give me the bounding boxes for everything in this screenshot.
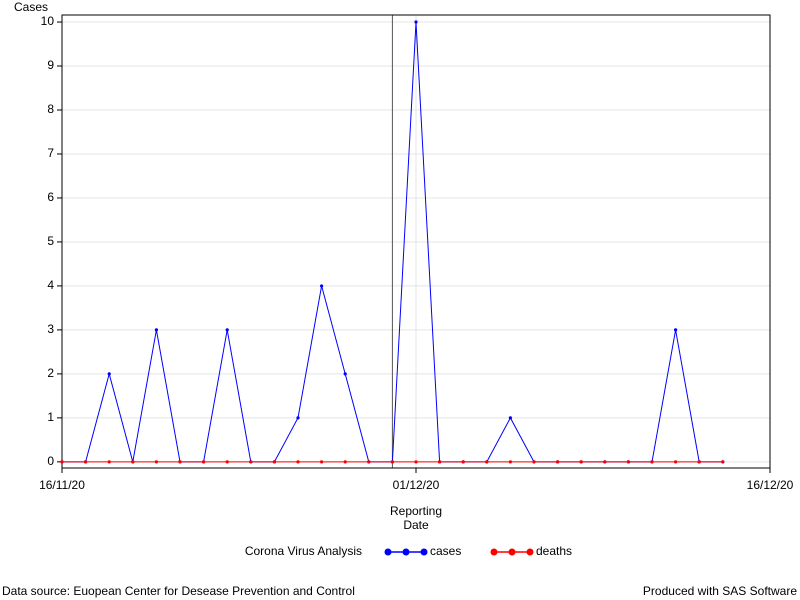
data-point <box>225 460 229 464</box>
data-point <box>154 328 158 332</box>
y-tick-label: 9 <box>47 58 54 72</box>
data-point <box>414 20 418 24</box>
legend-marker <box>508 548 516 556</box>
y-tick-label: 1 <box>47 410 54 424</box>
x-axis-label: Reporting <box>390 504 442 518</box>
y-tick-label: 4 <box>47 278 54 292</box>
data-point <box>107 460 111 464</box>
y-tick-label: 3 <box>47 322 54 336</box>
data-point <box>414 460 418 464</box>
data-point <box>508 416 512 420</box>
footnote: Produced with SAS Software <box>643 584 797 598</box>
data-point <box>225 328 229 332</box>
legend-label: deaths <box>536 544 572 558</box>
data-point <box>508 460 512 464</box>
y-tick-label: 0 <box>47 454 54 468</box>
legend-title: Corona Virus Analysis <box>245 544 362 558</box>
data-point <box>249 460 253 464</box>
data-point <box>60 460 64 464</box>
data-point <box>343 372 347 376</box>
legend-marker <box>526 548 534 556</box>
data-point <box>579 460 583 464</box>
data-point <box>202 460 206 464</box>
x-tick-label: 16/11/20 <box>39 478 85 492</box>
x-tick-label: 16/12/20 <box>747 478 794 492</box>
y-tick-label: 7 <box>47 146 54 160</box>
data-point <box>131 460 135 464</box>
data-point <box>154 460 158 464</box>
y-tick-label: 8 <box>47 102 54 116</box>
data-point <box>603 460 607 464</box>
data-point <box>674 460 678 464</box>
data-point <box>626 460 631 464</box>
y-tick-label: 2 <box>47 366 54 380</box>
data-point <box>320 284 324 288</box>
legend-marker <box>402 548 410 556</box>
legend-marker <box>420 548 428 556</box>
data-point <box>485 460 489 464</box>
data-point <box>272 460 276 464</box>
data-point <box>461 460 465 464</box>
y-axis-label: Cases <box>14 0 48 14</box>
x-tick-label: 01/12/20 <box>393 478 440 492</box>
data-point <box>721 460 725 464</box>
data-point <box>343 460 347 464</box>
footnote: Data source: Euopean Center for Desease … <box>2 584 355 598</box>
x-axis-label: Date <box>403 518 429 532</box>
data-point <box>532 460 536 464</box>
legend-marker <box>490 548 498 556</box>
legend-label: cases <box>430 544 461 558</box>
data-point <box>556 460 560 464</box>
data-point <box>320 460 324 464</box>
data-point <box>650 460 654 464</box>
data-point <box>697 460 701 464</box>
y-tick-label: 5 <box>47 234 54 248</box>
data-point <box>107 372 111 376</box>
data-point <box>296 460 300 464</box>
data-point <box>367 460 371 464</box>
data-point <box>674 328 678 332</box>
data-point <box>296 416 300 420</box>
data-point <box>84 460 88 464</box>
y-tick-label: 6 <box>47 190 54 204</box>
y-tick-label: 10 <box>41 14 55 28</box>
data-point <box>438 460 442 464</box>
data-point <box>390 460 394 464</box>
plot-frame <box>61 14 771 469</box>
legend-marker <box>384 548 392 556</box>
data-point <box>178 460 182 464</box>
